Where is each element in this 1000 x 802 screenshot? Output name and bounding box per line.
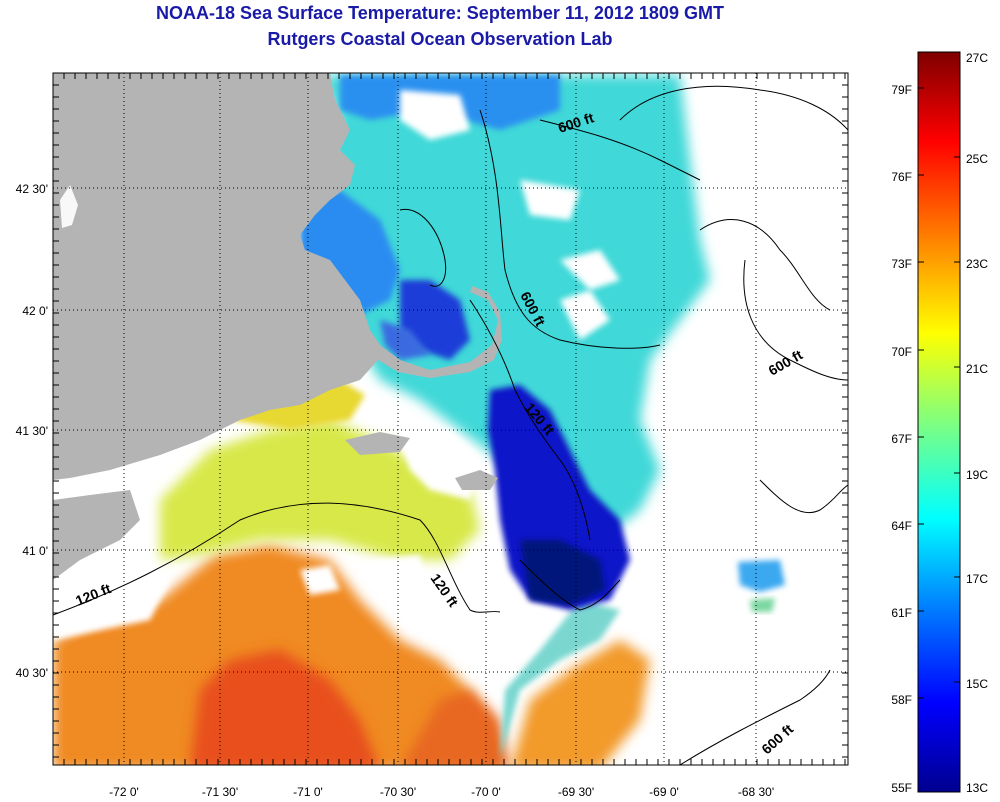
cloud-gap [560, 290, 610, 340]
map-subtitle: Rutgers Coastal Ocean Observation Lab [267, 29, 613, 49]
mainland-massachusetts [53, 73, 502, 480]
colorbar-celsius-ticks [954, 156, 960, 683]
contour-600ft-east [743, 259, 848, 381]
colorbar-c-label: 25C [966, 152, 988, 166]
colorbar-c-label: 19C [966, 468, 988, 482]
warm-water-region-south [511, 640, 650, 765]
contour-600ft-north [539, 119, 701, 181]
colorbar-c-label: 17C [966, 572, 988, 586]
colorbar-f-label: 76F [891, 170, 912, 184]
lon-label: -72 0' [109, 785, 139, 799]
coldest-water-patch [520, 540, 605, 605]
cloud-gap [53, 560, 170, 640]
cloud-gap [60, 185, 78, 228]
hot-water-region [190, 650, 378, 765]
cloud-gap [520, 180, 580, 220]
lon-label: -71 30' [202, 785, 238, 799]
mid-temp-belt [160, 420, 480, 560]
hot-water-region-east [402, 690, 509, 765]
offshore-patch-small [750, 598, 775, 612]
rhode-island-coast [53, 490, 140, 580]
colorbar-f-label: 61F [891, 606, 912, 620]
marthas-vineyard [345, 432, 410, 455]
contour-120ft-outer-cape [469, 299, 591, 541]
latitude-axis: 42 30' 42 0' 41 30' 41 0' 40 30' [16, 182, 48, 680]
coastline-maine [619, 85, 848, 131]
colorbar-fahrenheit-ticks [918, 87, 924, 699]
lat-label: 42 30' [16, 182, 48, 196]
lon-label: -70 30' [380, 785, 416, 799]
lon-label: -70 0' [471, 785, 501, 799]
colorbar-c-label: 21C [966, 362, 988, 376]
temperature-field [53, 73, 848, 765]
cloud-gap [560, 250, 620, 290]
contour-georges-shoal [519, 559, 621, 611]
colorbar-f-label: 79F [891, 83, 912, 97]
colorbar-c-label: 13C [966, 781, 988, 795]
lat-label: 40 30' [16, 666, 48, 680]
map-title: NOAA-18 Sea Surface Temperature: Septemb… [156, 3, 724, 23]
cloud-gap [370, 555, 430, 605]
colorbar-f-label: 67F [891, 432, 912, 446]
cloud-gap [400, 90, 470, 140]
cloud-gap [300, 565, 340, 595]
colorbar-c-label: 15C [966, 677, 988, 691]
contour-120ft-south [53, 502, 501, 616]
lat-label: 42 0' [22, 304, 48, 318]
colorbar-f-label: 73F [891, 257, 912, 271]
bathymetry-contours [53, 85, 848, 765]
colorbar-c-label: 27C [966, 51, 988, 65]
lon-label: -71 0' [293, 785, 323, 799]
colorbar-f-label: 55F [891, 781, 912, 795]
lon-label: -68 30' [738, 785, 774, 799]
lon-label: -69 0' [649, 785, 679, 799]
contour-600ft-southeast [679, 669, 831, 765]
cape-cod-bay-south [380, 320, 430, 360]
colorbar: 79F 76F 73F 70F 67F 64F 61F 58F 55F 27C … [891, 51, 988, 795]
gulf-of-maine-waters [300, 75, 710, 560]
lat-label: 41 30' [16, 424, 48, 438]
colorbar-f-label: 64F [891, 519, 912, 533]
map-frame [52, 72, 849, 766]
cloud-gap [430, 595, 490, 640]
colorbar-c-label: 23C [966, 257, 988, 271]
nantucket [455, 470, 498, 490]
offshore-patch [738, 560, 785, 592]
contour-georges-east [759, 479, 848, 514]
axis-ticks [53, 73, 848, 765]
contour-stellwagen [399, 208, 447, 287]
colorbar-f-label: 70F [891, 345, 912, 359]
transition-band [500, 600, 620, 760]
contour-600ft-gulf [479, 109, 661, 349]
lat-label: 41 0' [22, 544, 48, 558]
graticule [53, 73, 848, 765]
colorbar-f-label: 58F [891, 693, 912, 707]
colorbar-gradient [917, 51, 961, 793]
contour-browns-bank [699, 219, 831, 311]
longitude-axis: -72 0' -71 30' -71 0' -70 30' -70 0' -69… [109, 785, 774, 799]
lon-label: -69 30' [558, 785, 594, 799]
